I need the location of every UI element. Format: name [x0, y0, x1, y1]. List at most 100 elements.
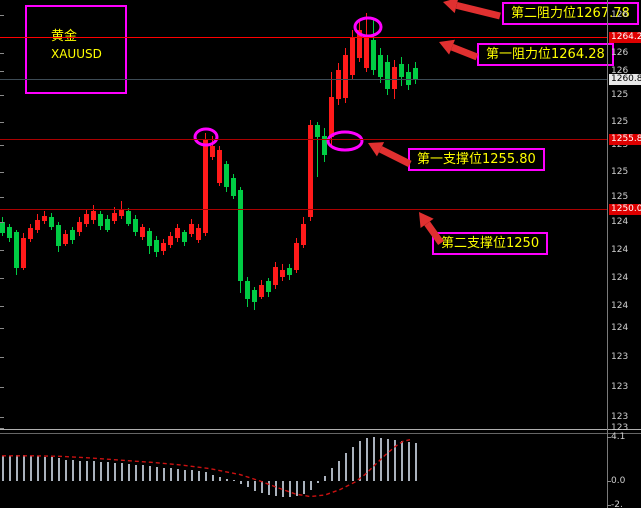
candle [413, 68, 418, 79]
macd-histogram-bar [219, 476, 221, 481]
price-level-badge: 1264.28 [609, 32, 641, 43]
macd-histogram-bar [289, 481, 291, 498]
candle [126, 211, 131, 224]
indicator-tick-mark [607, 505, 611, 506]
candle [175, 228, 180, 238]
candle [42, 216, 47, 221]
macd-histogram-bar [394, 440, 396, 481]
macd-histogram-bar [205, 472, 207, 481]
macd-histogram-bar [415, 443, 417, 481]
price-tick-mark [0, 15, 4, 16]
macd-histogram-bar [296, 481, 298, 497]
annotation-support2-box[interactable]: 第二支撑位1250 [432, 232, 549, 255]
symbol-title: 黄金 [51, 29, 78, 44]
macd-histogram-bar [51, 457, 53, 481]
macd-histogram-bar [191, 470, 193, 481]
price-tick-mark [0, 387, 4, 388]
macd-indicator-pane[interactable] [0, 433, 607, 508]
macd-histogram-bar [408, 442, 410, 481]
macd-histogram-bar [380, 438, 382, 481]
macd-histogram-bar [254, 481, 256, 491]
price-level-badge: 1250.00 [609, 204, 641, 215]
price-tick-mark [0, 197, 4, 198]
candle-wick [317, 122, 318, 177]
macd-histogram-bar [387, 439, 389, 481]
pane-separator[interactable] [0, 429, 641, 434]
annotation-support1-box[interactable]: 第一支撑位1255.80 [408, 148, 545, 171]
price-level-badge: 1260.8 [609, 74, 641, 85]
candle [56, 225, 61, 246]
level-line-1255.8[interactable] [0, 139, 607, 140]
annotation-resistance2-box[interactable]: 第二阻力位1267.78 [502, 2, 639, 25]
price-tick-mark [0, 417, 4, 418]
annotation-support2-label: 第二支撑位1250 [441, 236, 540, 251]
macd-histogram-bar [261, 481, 263, 493]
price-tick-mark [0, 95, 4, 96]
candle [399, 64, 404, 77]
candle [245, 281, 250, 299]
price-tick-label: 124 [611, 217, 629, 227]
candle [224, 164, 229, 187]
macd-histogram-bar [324, 475, 326, 481]
macd-histogram-bar [366, 438, 368, 481]
candle [357, 30, 362, 58]
candle [63, 234, 68, 244]
candle [133, 219, 138, 232]
macd-histogram-bar [128, 463, 130, 481]
price-tick-label: 124 [611, 245, 629, 255]
macd-histogram-bar [352, 446, 354, 481]
macd-histogram-bar [212, 474, 214, 481]
price-axis-line [607, 0, 608, 508]
macd-histogram-bar [23, 455, 25, 481]
symbol-info-box[interactable]: 黄金 XAUUSD [25, 5, 127, 94]
price-tick-mark [0, 428, 4, 429]
macd-histogram-bar [72, 459, 74, 481]
price-tick-label: 126 [611, 48, 629, 58]
macd-histogram-bar [226, 478, 228, 481]
indicator-axis-label: 4.1 [611, 432, 626, 442]
candle [343, 55, 348, 98]
candle [406, 72, 411, 85]
candle [49, 217, 54, 227]
price-tick-mark [0, 328, 4, 329]
candle [105, 219, 110, 230]
macd-histogram-bar [268, 481, 270, 495]
annotation-resistance1-box[interactable]: 第一阻力位1264.28 [477, 43, 614, 66]
macd-histogram-bar [37, 456, 39, 481]
macd-histogram-bar [58, 458, 60, 481]
candle [231, 178, 236, 196]
indicator-axis-label: 0.0 [611, 476, 626, 486]
candle [7, 227, 12, 238]
macd-histogram-bar [401, 441, 403, 481]
level-line-1250[interactable] [0, 209, 607, 210]
macd-histogram-bar [163, 468, 165, 481]
annotation-resistance1-label: 第一阻力位1264.28 [486, 47, 605, 62]
candle [70, 230, 75, 240]
candle [287, 268, 292, 275]
macd-histogram-bar [170, 468, 172, 481]
price-tick-mark [0, 306, 4, 307]
candle [77, 222, 82, 232]
macd-histogram-bar [93, 460, 95, 481]
macd-histogram-bar [9, 456, 11, 481]
candle [252, 290, 257, 302]
price-tick-label: 123 [611, 412, 629, 422]
candle [119, 209, 124, 216]
candle [161, 243, 166, 251]
price-chart-pane[interactable] [0, 0, 607, 429]
candle [196, 228, 201, 240]
price-tick-mark [0, 357, 4, 358]
candle [322, 136, 327, 155]
level-line-1264.28[interactable] [0, 37, 607, 38]
price-tick-label: 125 [611, 192, 629, 202]
candle [112, 213, 117, 221]
candle [266, 281, 271, 292]
candle [217, 150, 222, 183]
candle [189, 224, 194, 234]
price-tick-label: 123 [611, 382, 629, 392]
price-tick-mark [0, 53, 4, 54]
candle [84, 214, 89, 224]
candle [154, 240, 159, 252]
candle [392, 67, 397, 89]
